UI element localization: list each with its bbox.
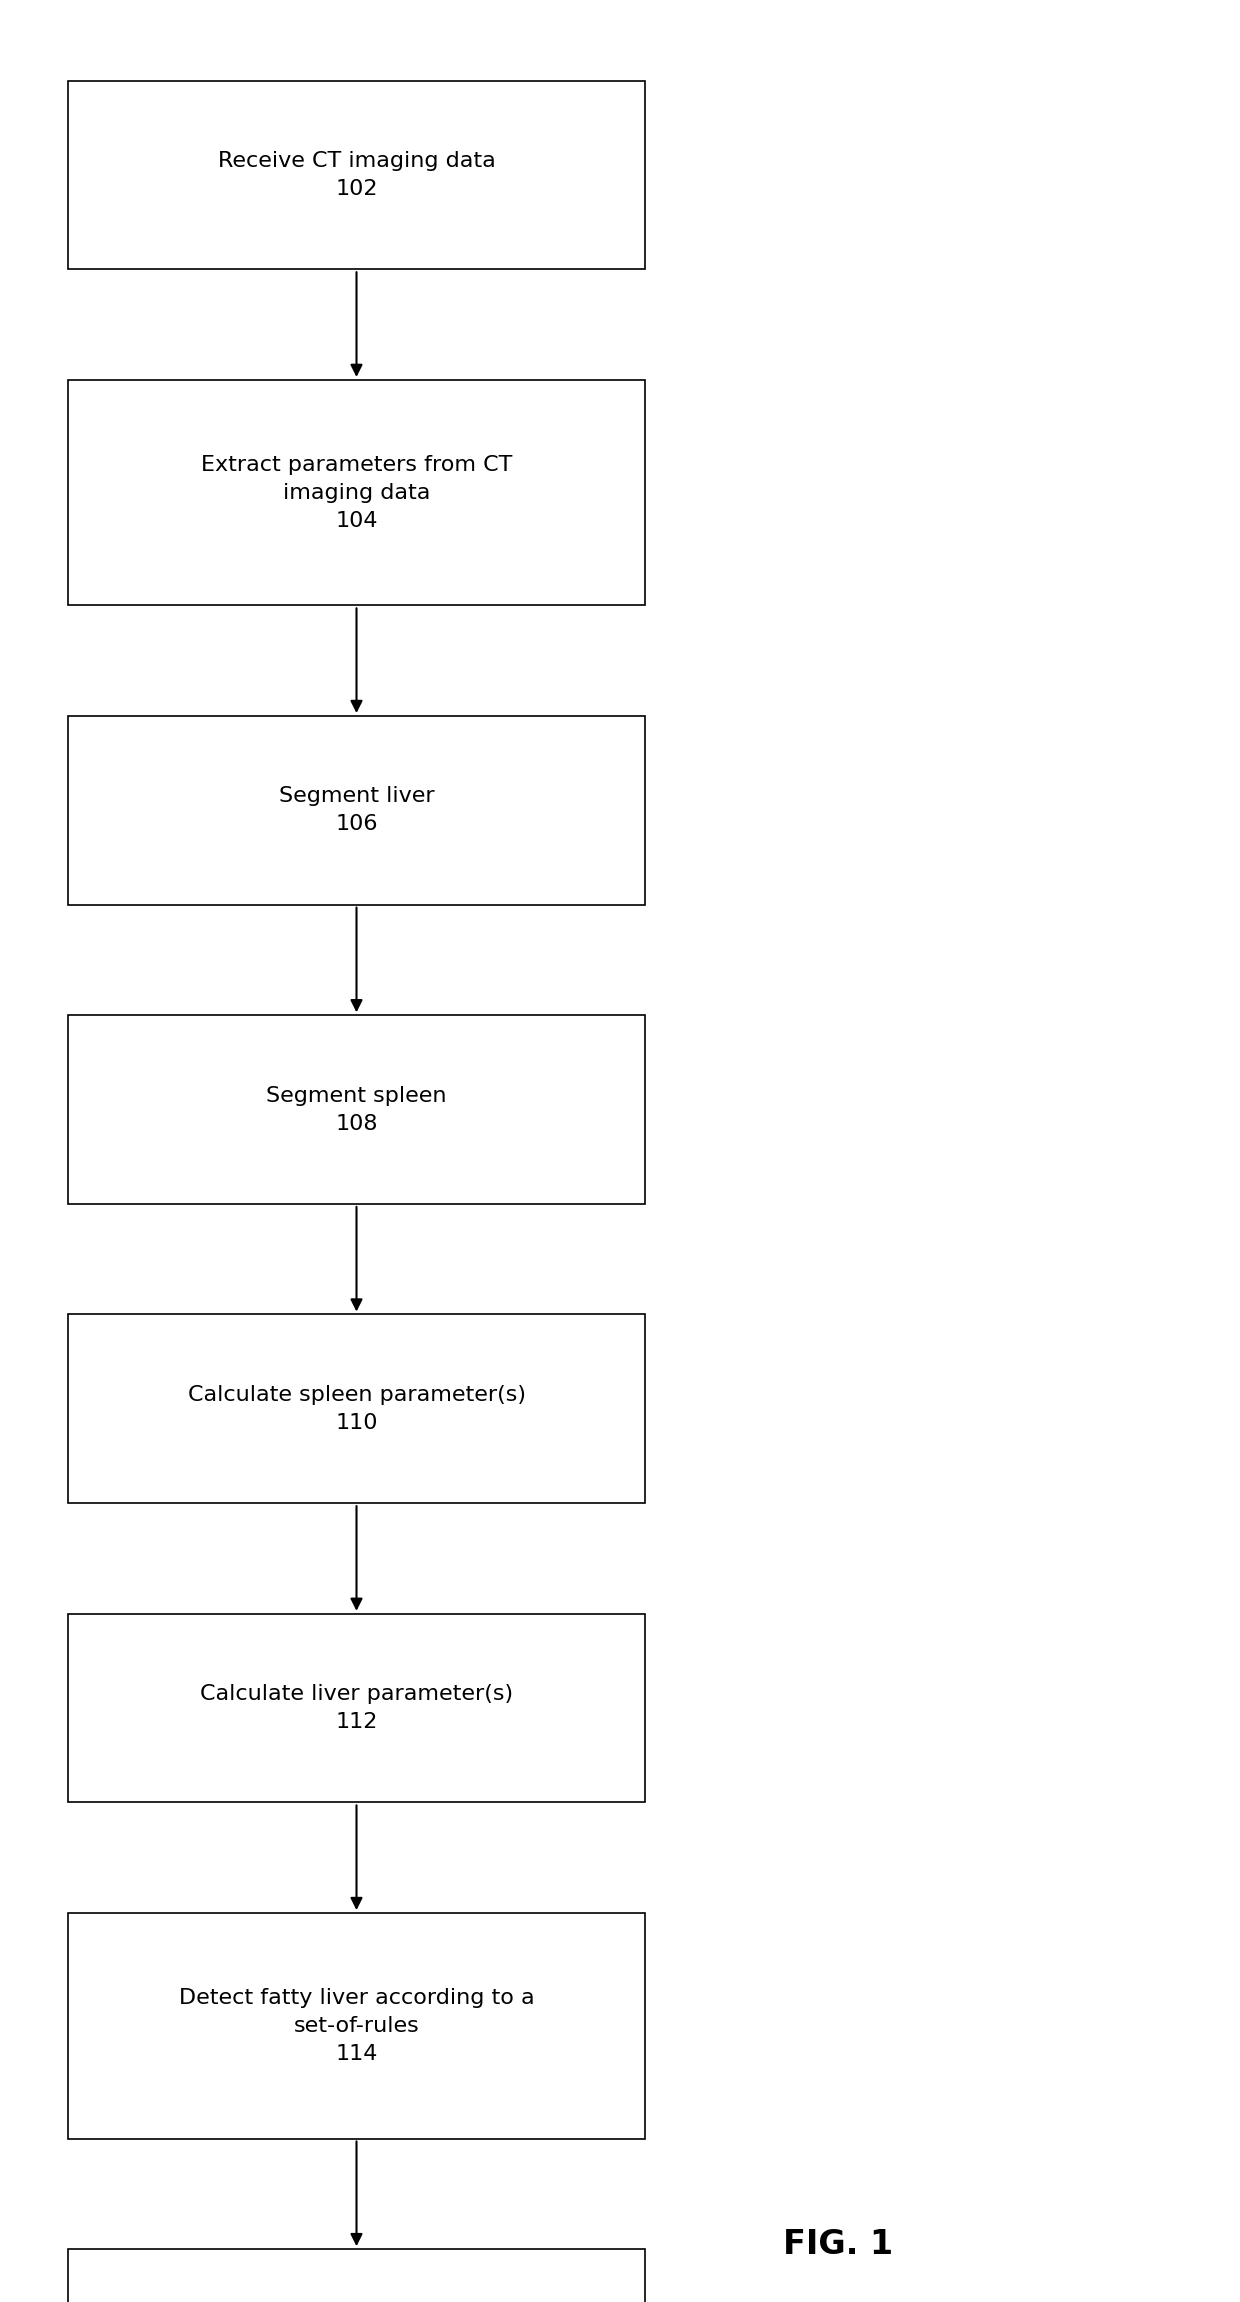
Text: Extract parameters from CT
imaging data
104: Extract parameters from CT imaging data … xyxy=(201,453,512,532)
FancyBboxPatch shape xyxy=(68,1913,645,2139)
Text: Calculate liver parameter(s)
112: Calculate liver parameter(s) 112 xyxy=(200,1685,513,1731)
Text: Calculate spleen parameter(s)
110: Calculate spleen parameter(s) 110 xyxy=(187,1386,526,1432)
FancyBboxPatch shape xyxy=(68,1015,645,1204)
FancyBboxPatch shape xyxy=(68,1314,645,1503)
Text: Segment liver
106: Segment liver 106 xyxy=(279,787,434,833)
FancyBboxPatch shape xyxy=(68,380,645,605)
FancyBboxPatch shape xyxy=(68,2249,645,2302)
FancyBboxPatch shape xyxy=(68,716,645,905)
Text: Detect fatty liver according to a
set-of-rules
114: Detect fatty liver according to a set-of… xyxy=(179,1987,534,2065)
Text: Receive CT imaging data
102: Receive CT imaging data 102 xyxy=(218,152,495,198)
Text: Segment spleen
108: Segment spleen 108 xyxy=(267,1087,446,1133)
Text: FIG. 1: FIG. 1 xyxy=(782,2228,893,2261)
FancyBboxPatch shape xyxy=(68,81,645,269)
FancyBboxPatch shape xyxy=(68,1614,645,1802)
